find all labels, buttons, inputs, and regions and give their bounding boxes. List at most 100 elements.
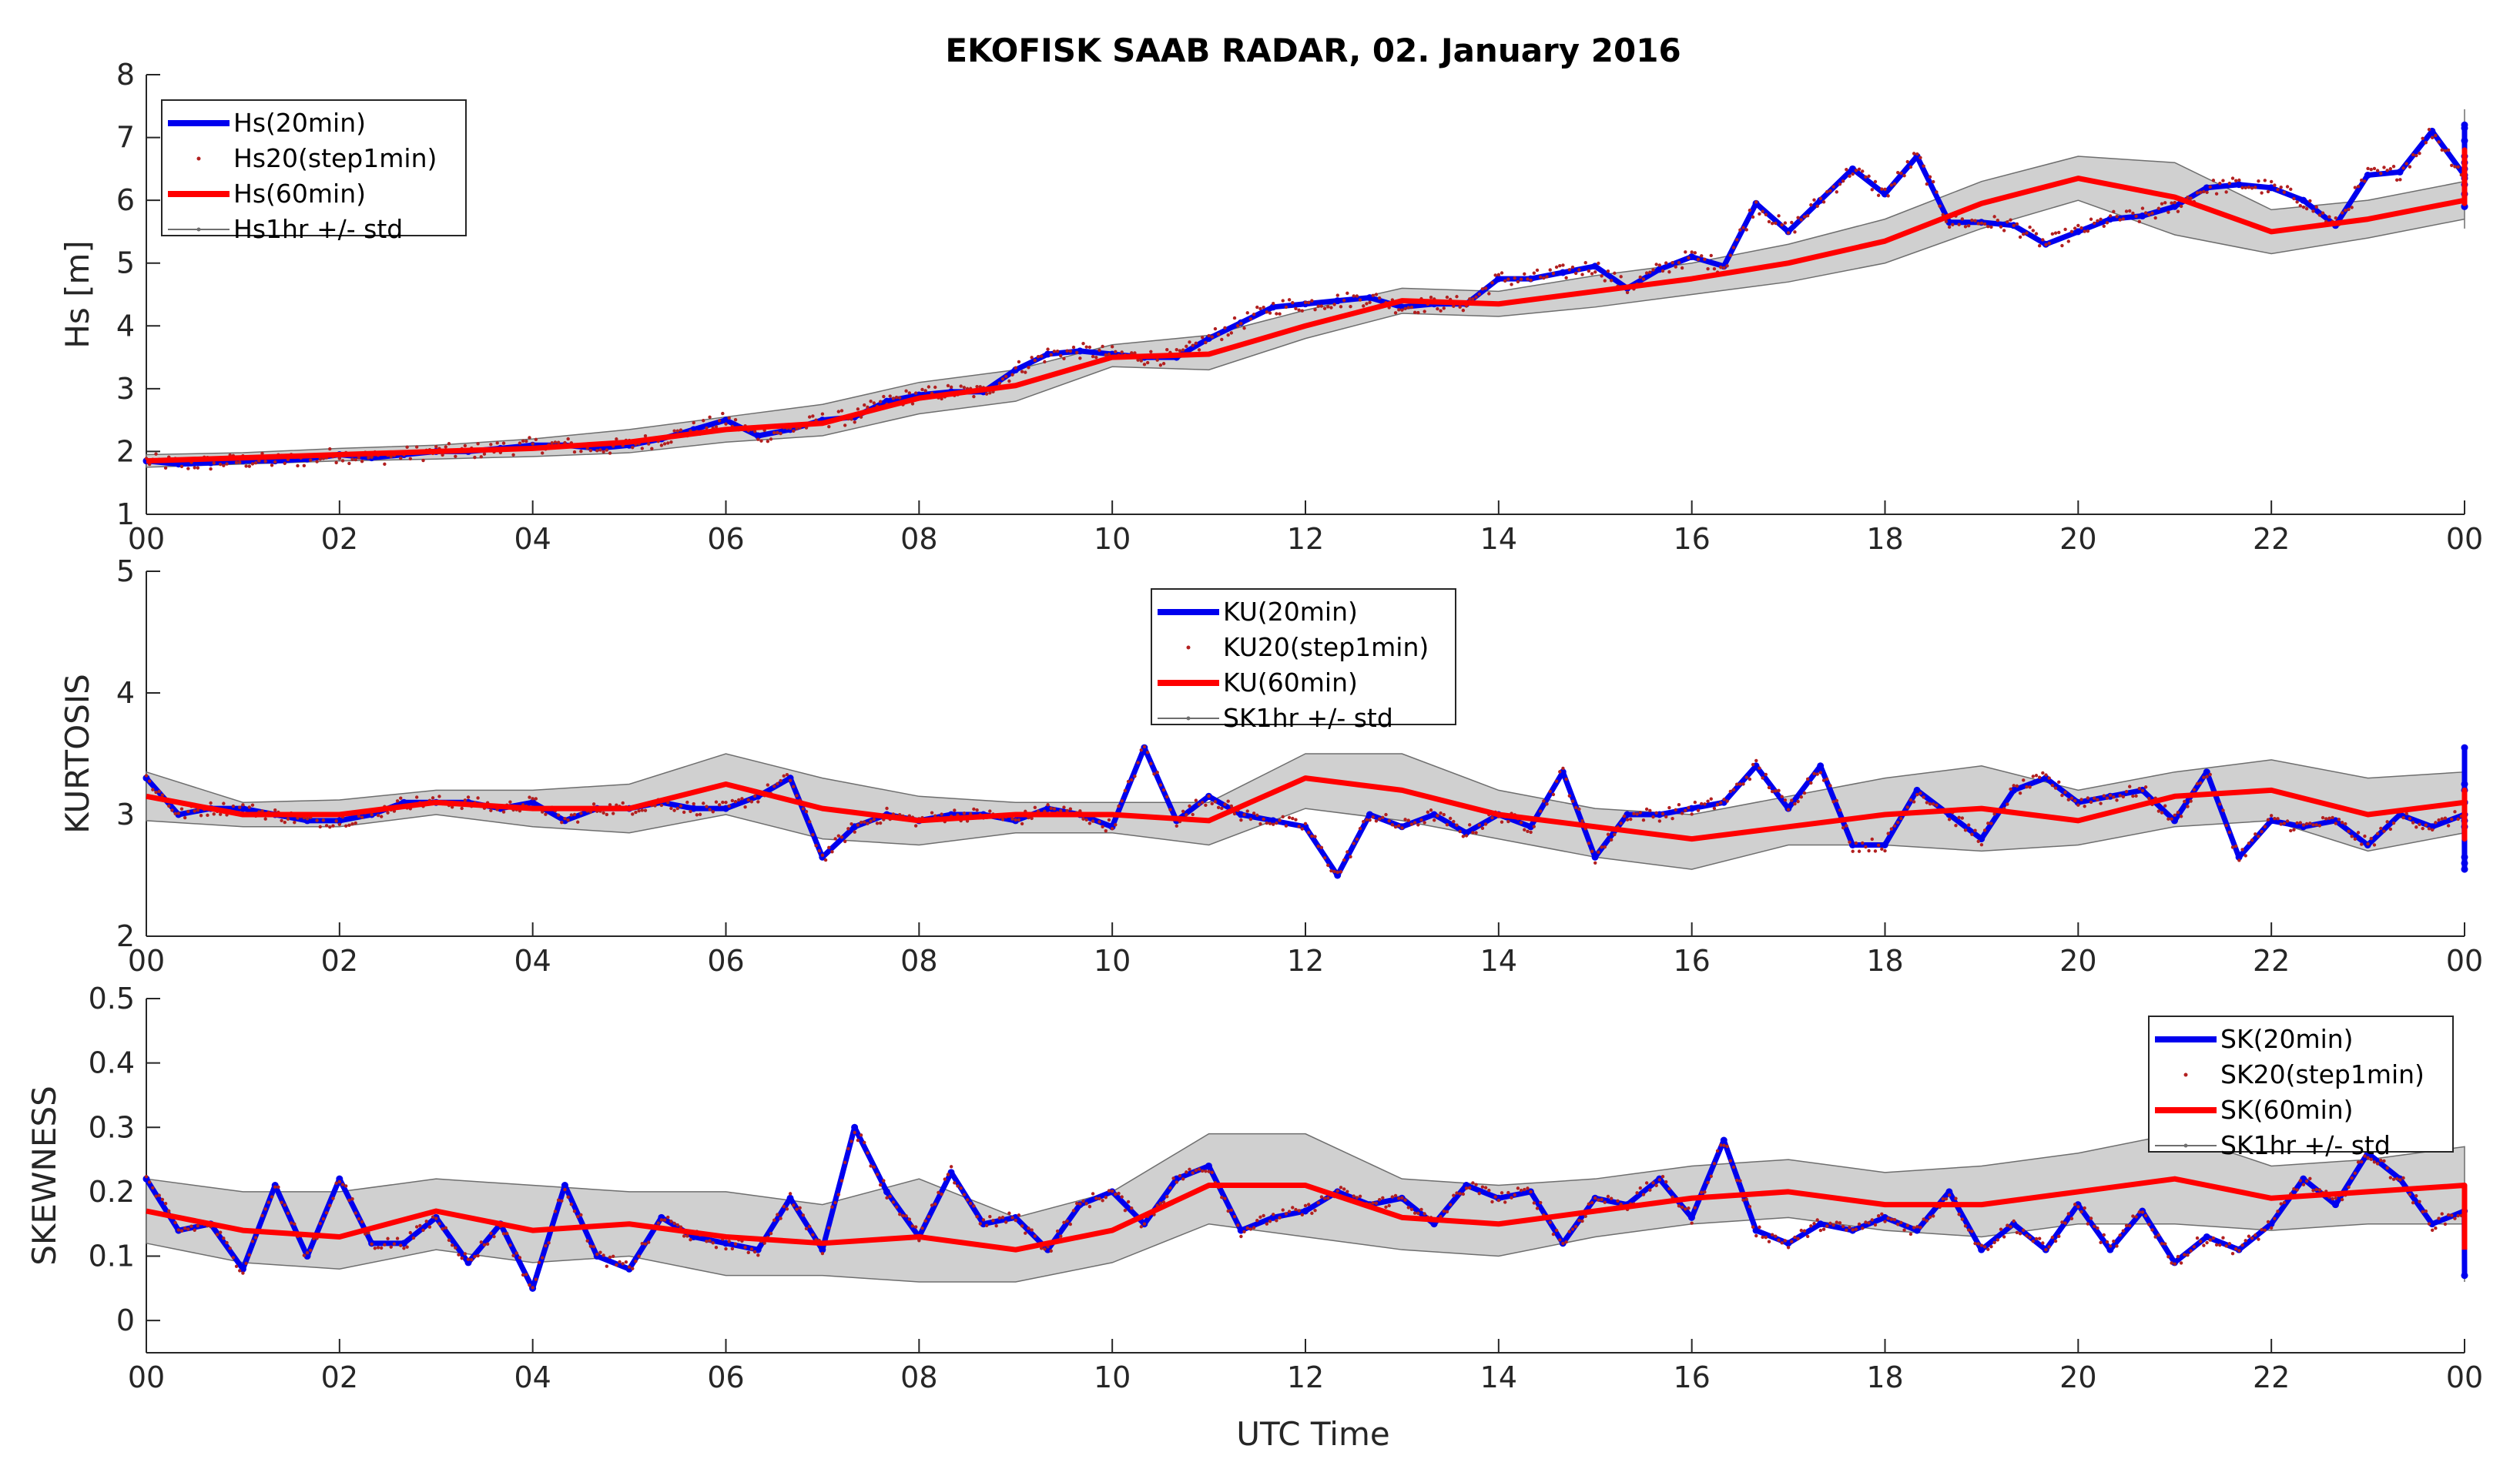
series-step1min-point (1107, 818, 1111, 822)
series-step1min-point (1764, 212, 1768, 216)
series-step1min-point (927, 385, 931, 389)
x-tick-label: 16 (1673, 1360, 1710, 1394)
series-step1min-point (1538, 1200, 1543, 1205)
series-step1min-point (1564, 276, 1568, 280)
series-step1min-point (1815, 204, 1819, 209)
series-step1min-point (730, 1246, 735, 1251)
series-step1min-point (814, 844, 818, 848)
series-step1min-point (2208, 772, 2212, 777)
series-step1min-point (708, 1239, 712, 1243)
series-20min-point (561, 1182, 568, 1190)
series-step1min-point (2334, 822, 2337, 825)
series-step1min-point (1957, 815, 1961, 820)
series-step1min-point (360, 459, 364, 463)
series-step1min-point (1825, 1224, 1829, 1228)
series-step1min-point (434, 1216, 438, 1220)
series-step1min-point (2347, 207, 2351, 212)
series-step1min-point (328, 447, 332, 451)
series-step1min-point (1101, 344, 1104, 349)
series-step1min-point (2360, 178, 2364, 182)
series-step1min-point (1403, 1198, 1407, 1202)
series-step1min-point (1709, 1174, 1713, 1179)
series-step1min-point (2105, 221, 2109, 225)
series-step1min-point (1580, 1219, 1584, 1223)
series-step1min-point (1734, 1178, 1739, 1183)
series-step1min-point (631, 1267, 635, 1270)
series-step1min-point (283, 820, 287, 825)
series-step1min-point (2183, 799, 2187, 804)
x-tick-label: 20 (2059, 944, 2096, 978)
series-step1min-point (1448, 1203, 1453, 1206)
series-step1min-point (302, 463, 307, 468)
series-step1min-point (405, 1245, 409, 1249)
series-step1min-point (2391, 164, 2396, 169)
series-step1min-point (1606, 832, 1610, 836)
series-step1min-point (721, 411, 725, 416)
series-step1min-point (1458, 829, 1462, 834)
series-step1min-point (1223, 326, 1227, 330)
series-step1min-point (1087, 345, 1092, 350)
series-step1min-point (1526, 277, 1530, 281)
series-step1min-point (2170, 201, 2173, 205)
series-20min-point (2461, 865, 2468, 873)
series-step1min-point (1851, 849, 1855, 853)
series-step1min-point (1573, 271, 1578, 276)
series-step1min-point (1387, 819, 1391, 823)
series-step1min-point (2096, 798, 2099, 802)
series-20min-point (625, 1265, 633, 1273)
series-step1min-point (2044, 1248, 2048, 1252)
series-step1min-point (1423, 821, 1426, 825)
series-step1min-point (250, 1240, 255, 1243)
series-step1min-point (946, 1173, 950, 1176)
series-step1min-point (444, 1226, 447, 1230)
series-step1min-point (1287, 1210, 1292, 1213)
series-step1min-point (1886, 832, 1890, 835)
series-step1min-point (222, 801, 226, 805)
series-step1min-point (1603, 279, 1607, 283)
series-20min-point (1526, 823, 1534, 831)
series-step1min-point (959, 1186, 963, 1190)
series-step1min-point (595, 1252, 599, 1257)
series-step1min-point (1397, 824, 1401, 828)
series-step1min-point (1603, 1200, 1607, 1204)
series-step1min-point (414, 1225, 419, 1229)
series-step1min-point (2266, 818, 2270, 822)
series-step1min-point (2121, 217, 2126, 221)
series-step1min-point (1068, 349, 1073, 353)
legend-label: Hs1hr +/- std (233, 214, 403, 244)
series-step1min-point (1445, 295, 1449, 299)
series-step1min-point (2079, 1210, 2083, 1214)
series-step1min-point (1262, 817, 1265, 822)
series-step1min-point (1094, 1196, 1098, 1200)
series-step1min-point (2353, 186, 2357, 189)
series-step1min-point (1294, 818, 1298, 822)
series-step1min-point (1049, 806, 1053, 811)
series-step1min-point (1332, 869, 1336, 874)
series-step1min-point (1947, 1193, 1952, 1197)
series-step1min-point (392, 1242, 397, 1246)
series-step1min-point (978, 1222, 982, 1226)
series-step1min-point (1870, 837, 1874, 842)
series-step1min-point (866, 1151, 870, 1155)
series-step1min-point (1600, 845, 1603, 849)
series-step1min-point (2160, 1242, 2164, 1246)
legend-label: KU20(step1min) (1223, 632, 1429, 662)
y-axis-label: Hs [m] (59, 240, 96, 349)
x-tick-label: 00 (2446, 522, 2483, 556)
series-step1min-point (2189, 196, 2193, 200)
series-step1min-point (1052, 350, 1057, 353)
series-20min-point (1591, 853, 1599, 861)
series-step1min-point (2118, 794, 2122, 798)
series-step1min-point (811, 833, 815, 837)
series-step1min-point (466, 1257, 471, 1261)
series-step1min-point (669, 806, 673, 811)
series-step1min-point (920, 1226, 924, 1230)
series-step1min-point (1322, 856, 1327, 860)
series-step1min-point (846, 1146, 850, 1151)
series-step1min-point (1136, 358, 1140, 362)
series-step1min-point (1809, 1224, 1813, 1228)
series-step1min-point (2273, 183, 2277, 187)
series-step1min-point (1725, 1144, 1729, 1149)
series-step1min-point (1538, 809, 1543, 813)
series-step1min-point (863, 403, 866, 407)
